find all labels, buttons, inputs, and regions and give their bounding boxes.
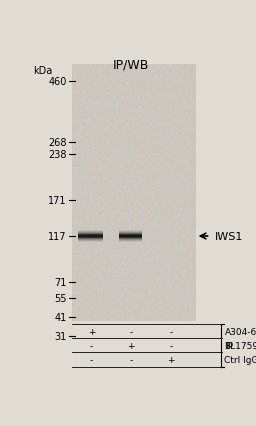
Text: 268: 268 [48, 138, 67, 148]
Text: -: - [130, 327, 133, 336]
Text: A304-609A: A304-609A [225, 327, 256, 336]
Text: kDa: kDa [33, 66, 52, 76]
Text: +: + [167, 355, 175, 364]
Text: 71: 71 [54, 277, 67, 288]
Text: IWS1: IWS1 [215, 231, 243, 242]
Text: +: + [127, 341, 135, 350]
Text: 460: 460 [48, 77, 67, 87]
Text: 117: 117 [48, 231, 67, 242]
Text: -: - [169, 327, 173, 336]
Text: IP: IP [226, 341, 233, 350]
Text: +: + [88, 327, 95, 336]
Text: -: - [90, 341, 93, 350]
Text: IP/WB: IP/WB [113, 58, 150, 71]
Text: BL17595: BL17595 [225, 341, 256, 350]
Text: 41: 41 [55, 312, 67, 322]
Text: 171: 171 [48, 196, 67, 205]
Text: 31: 31 [55, 331, 67, 342]
Text: Ctrl IgG: Ctrl IgG [225, 355, 256, 364]
Text: 55: 55 [54, 294, 67, 304]
Text: -: - [130, 355, 133, 364]
Text: -: - [90, 355, 93, 364]
Text: 238: 238 [48, 150, 67, 159]
Text: -: - [169, 341, 173, 350]
